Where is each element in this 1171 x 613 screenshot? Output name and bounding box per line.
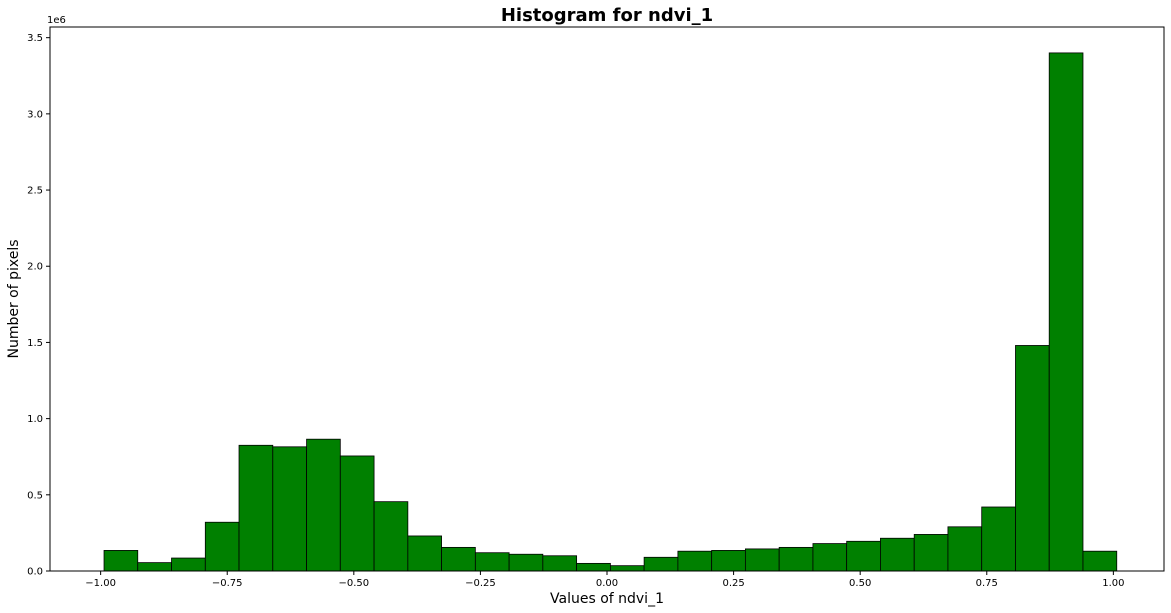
histogram-bar <box>609 565 645 572</box>
bars-group <box>103 52 1118 572</box>
histogram-bar <box>238 444 274 572</box>
histogram-bar <box>137 562 172 572</box>
histogram-bar <box>441 546 476 572</box>
y-tick-label: 3.5 <box>27 33 43 44</box>
histogram-bar <box>474 552 510 572</box>
y-tick-label: 1.5 <box>27 338 43 349</box>
histogram-bar <box>272 446 307 572</box>
y-axis-offset-label: 1e6 <box>47 15 66 26</box>
histogram-bar <box>711 550 746 572</box>
histogram-bar <box>778 546 814 572</box>
histogram-bar <box>103 550 139 572</box>
histogram-bar <box>508 553 544 572</box>
histogram-bar <box>576 562 611 572</box>
histogram-bar <box>880 537 915 572</box>
x-tick-label: 0.25 <box>722 578 744 589</box>
y-tick-label: 2.5 <box>27 186 43 197</box>
histogram-bar <box>643 556 679 572</box>
y-tick-label: 1.0 <box>27 414 43 425</box>
x-tick-label: −0.50 <box>338 578 369 589</box>
chart-title: Histogram for ndvi_1 <box>501 5 713 26</box>
histogram-bar <box>1048 52 1084 572</box>
histogram-bar <box>744 548 780 572</box>
histogram-bar <box>1015 345 1050 572</box>
histogram-bar <box>171 557 206 572</box>
histogram-bar <box>542 555 578 572</box>
x-tick-label: 1.00 <box>1102 578 1124 589</box>
histogram-bar <box>846 540 881 572</box>
histogram-bar <box>677 550 713 572</box>
histogram-bar <box>204 521 240 572</box>
y-tick-label: 3.0 <box>27 109 43 120</box>
x-axis-label: Values of ndvi_1 <box>550 591 664 607</box>
y-axis-label: Number of pixels <box>6 239 22 358</box>
histogram-bar <box>306 438 341 572</box>
histogram-bar <box>1082 550 1118 572</box>
y-ticks-group: 0.0 0.5 1.0 1.5 2.0 2.5 3.0 3.5 <box>27 33 50 578</box>
histogram-bar <box>339 455 375 572</box>
x-tick-label: −1.00 <box>85 578 116 589</box>
x-tick-label: −0.25 <box>465 578 496 589</box>
x-tick-label: 0.75 <box>976 578 998 589</box>
y-tick-label: 0.0 <box>27 567 43 578</box>
x-ticks-group: −1.00 −0.75 −0.50 −0.25 0.00 0.25 0.50 0.75 1.00 <box>85 571 1124 589</box>
histogram-bar <box>913 534 949 572</box>
histogram-bar <box>947 526 983 572</box>
histogram-bar <box>373 501 409 572</box>
y-tick-label: 0.5 <box>27 490 43 501</box>
x-tick-label: −0.75 <box>212 578 243 589</box>
histogram-bar <box>407 535 442 572</box>
x-tick-label: 0.00 <box>596 578 618 589</box>
plot-frame <box>49 26 1165 572</box>
y-tick-label: 2.0 <box>27 262 43 273</box>
x-tick-label: 0.50 <box>849 578 871 589</box>
histogram-bar <box>981 506 1016 572</box>
histogram-bar <box>812 543 848 572</box>
